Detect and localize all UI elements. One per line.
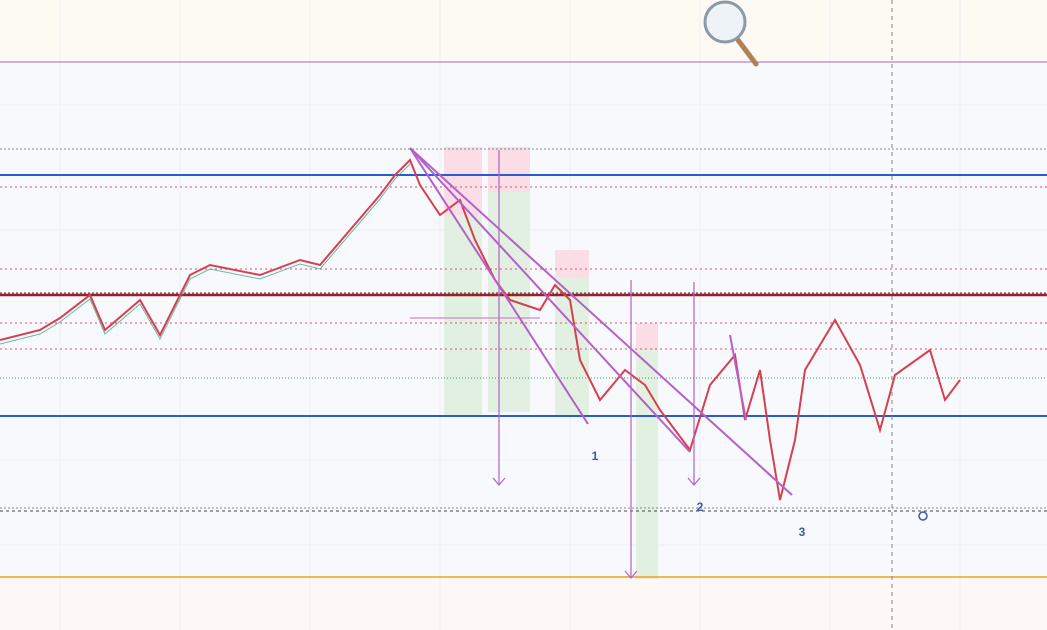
target-arrows (492, 150, 701, 579)
wave-label: 3 (799, 525, 806, 539)
price-up (0, 163, 411, 345)
wave-label: 2 (697, 500, 704, 514)
bottom-zone (0, 577, 1047, 630)
top-zone (0, 0, 1047, 62)
marker (918, 511, 928, 521)
wave-label: 1 (592, 449, 599, 463)
magnifier-icon (703, 0, 759, 67)
